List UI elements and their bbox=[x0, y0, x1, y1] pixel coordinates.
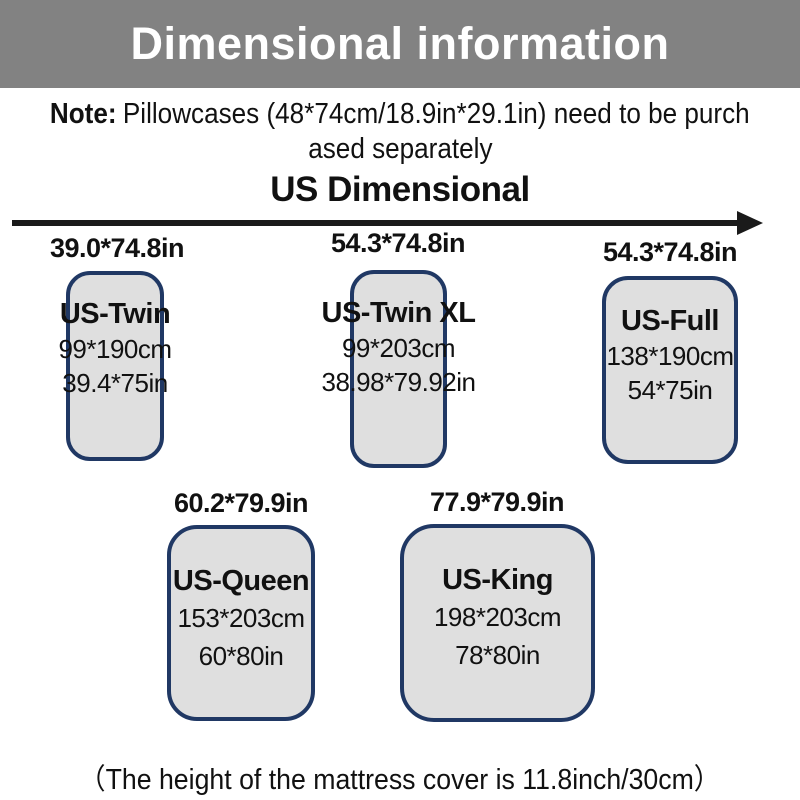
cover-size-label-us-queen: 60.2*79.9in bbox=[173, 488, 309, 518]
bed-dimensions-inch: 39.4*75in bbox=[62, 368, 168, 398]
bed-dimensions-cm: 198*203cm bbox=[433, 602, 562, 632]
pillowcase-note-line1: Note: Pillowcases (48*74cm/18.9in*29.1in)… bbox=[0, 97, 800, 132]
bed-dimensions-cm: 99*203cm bbox=[341, 333, 456, 363]
bed-dimensions-cm: 153*203cm bbox=[177, 603, 305, 633]
mattress-height-note: （The height of the mattress cover is 11.… bbox=[0, 756, 800, 798]
bed-name: US-Queen bbox=[172, 565, 310, 597]
size-axis-arrow-head-icon bbox=[737, 211, 763, 235]
bed-box-us-king: US-King 198*203cm 78*80in bbox=[400, 524, 595, 722]
title-banner: Dimensional information bbox=[0, 0, 800, 88]
bed-box-us-twin: US-Twin 99*190cm 39.4*75in bbox=[58, 271, 172, 461]
bed-dimensions-inch: 78*80in bbox=[455, 640, 540, 670]
bed-box-us-twin-xl: US-Twin XL 99*203cm 38.98*79.92in bbox=[322, 270, 476, 468]
note-text: Pillowcases (48*74cm/18.9in*29.1in) need… bbox=[123, 98, 750, 130]
bed-name: US-King bbox=[442, 564, 553, 596]
size-axis-arrow-line bbox=[12, 220, 739, 226]
bed-dimensions-cm: 138*190cm bbox=[606, 341, 734, 371]
note-prefix: Note: bbox=[50, 98, 117, 130]
bed-box-us-full: US-Full 138*190cm 54*75in bbox=[602, 276, 738, 464]
bed-dimensions-cm: 99*190cm bbox=[58, 334, 172, 364]
mattress-height-text: （The height of the mattress cover is 11.… bbox=[79, 764, 721, 796]
bed-box-us-queen: US-Queen 153*203cm 60*80in bbox=[167, 525, 315, 721]
page-title: Dimensional information bbox=[130, 18, 670, 69]
bed-name: US-Twin XL bbox=[321, 297, 476, 329]
section-title: US Dimensional bbox=[270, 170, 530, 209]
pillowcase-note-line2: ased separately bbox=[0, 132, 800, 167]
cover-size-label-us-twin: 39.0*74.8in bbox=[49, 233, 185, 263]
bed-dimensions-inch: 60*80in bbox=[198, 641, 284, 671]
cover-size-label-us-twin-xl: 54.3*74.8in bbox=[330, 228, 466, 258]
bed-name: US-Twin bbox=[59, 298, 171, 330]
cover-size-label-us-full: 54.3*74.8in bbox=[602, 237, 738, 267]
cover-size-label-us-king: 77.9*79.9in bbox=[429, 487, 565, 517]
pillowcase-note: Note: Pillowcases (48*74cm/18.9in*29.1in)… bbox=[0, 97, 800, 167]
bed-name: US-Full bbox=[621, 305, 720, 337]
bed-dimensions-inch: 38.98*79.92in bbox=[321, 367, 476, 397]
bed-dimensions-inch: 54*75in bbox=[627, 375, 713, 405]
note-text-continued: ased separately bbox=[307, 133, 493, 165]
